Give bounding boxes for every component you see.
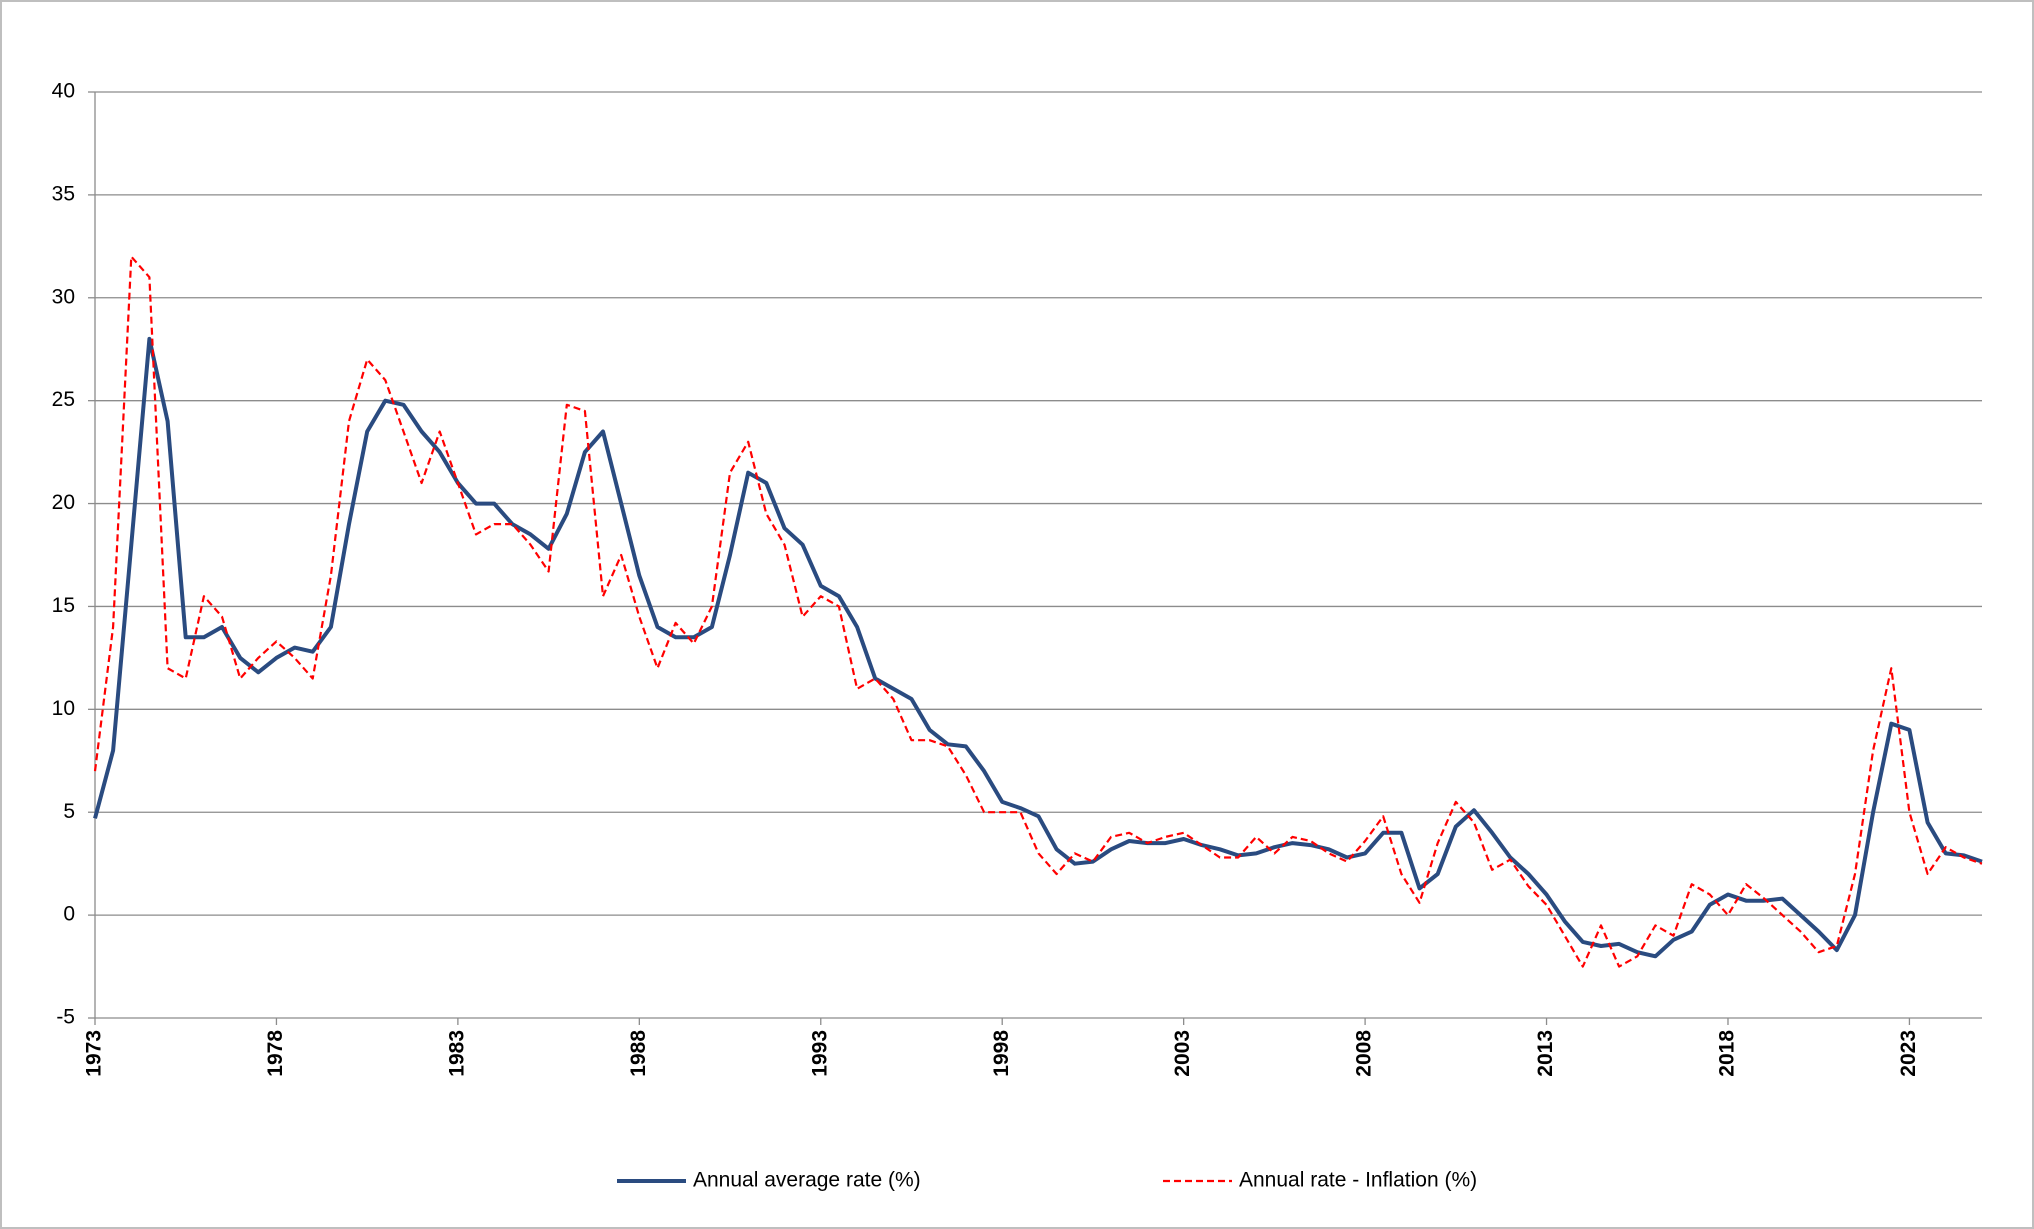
y-tick-label: -5 <box>56 1006 75 1029</box>
x-tick-label: 1988 <box>627 1030 650 1077</box>
x-tick-label: 1998 <box>990 1030 1013 1077</box>
y-tick-label: 5 <box>63 800 75 823</box>
y-tick-label: 0 <box>63 903 75 926</box>
x-tick-label: 1993 <box>808 1030 831 1077</box>
y-tick-label: 30 <box>52 285 75 308</box>
x-tick-label: 2003 <box>1171 1030 1194 1077</box>
series-line <box>93 255 1983 968</box>
x-tick-label: 1983 <box>445 1030 468 1077</box>
y-tick-label: 25 <box>52 388 75 411</box>
x-tick-label: 2013 <box>1534 1030 1557 1077</box>
x-tick-label: 2023 <box>1897 1030 1920 1077</box>
series-line <box>93 336 1983 959</box>
x-tick-label: 1978 <box>264 1030 287 1077</box>
x-tick-label: 1973 <box>83 1030 106 1077</box>
y-tick-label: 15 <box>52 594 75 617</box>
legend-label: Annual average rate (%) <box>693 1169 921 1192</box>
y-tick-label: 35 <box>52 182 75 205</box>
x-tick-label: 2018 <box>1716 1030 1739 1077</box>
legend-label: Annual rate - Inflation (%) <box>1239 1169 1477 1192</box>
y-tick-label: 20 <box>52 491 75 514</box>
x-tick-label: 2008 <box>1353 1030 1376 1077</box>
y-tick-label: 40 <box>52 80 75 103</box>
y-tick-label: 10 <box>52 697 75 720</box>
